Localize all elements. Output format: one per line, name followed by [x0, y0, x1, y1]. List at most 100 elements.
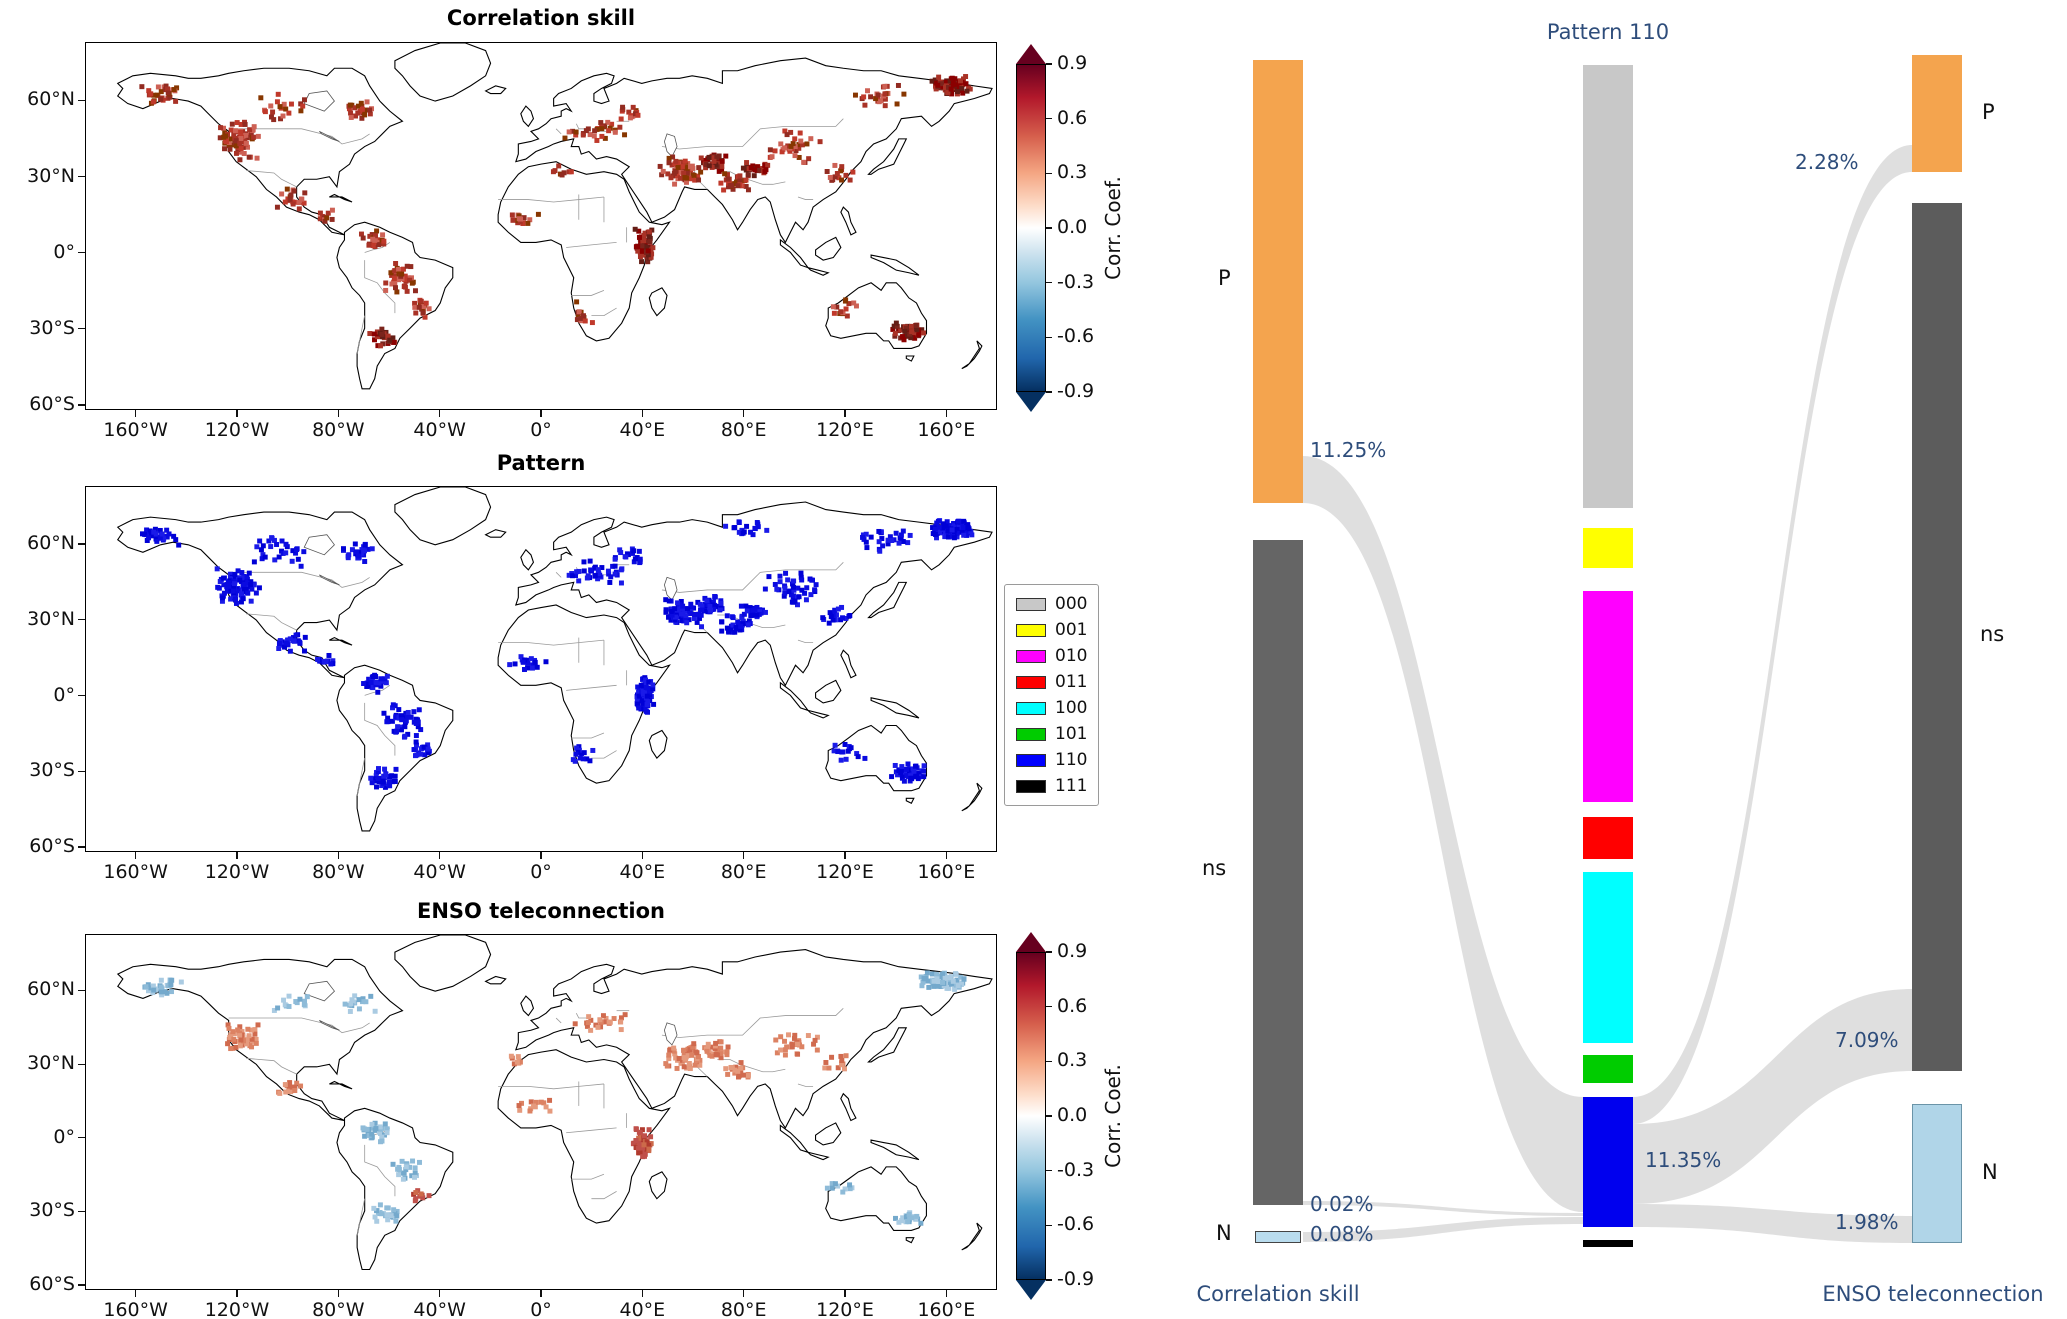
- colorbar-tick-label: 0.0: [1057, 216, 1088, 238]
- x-tick-label: 160°E: [917, 419, 976, 441]
- x-tick-mark: [844, 410, 846, 417]
- map-pattern: [85, 486, 997, 852]
- x-tick-mark: [236, 410, 238, 417]
- map-enso-teleconnection: [85, 934, 997, 1290]
- map2-title: Pattern: [496, 451, 586, 475]
- x-tick-label: 40°E: [619, 419, 666, 441]
- x-tick-label: 80°E: [720, 861, 767, 883]
- x-tick-mark: [135, 852, 137, 859]
- x-tick-mark: [743, 1290, 745, 1297]
- map1-title: Correlation skill: [446, 6, 636, 30]
- pct-ns-to-110: 0.02%: [1310, 1192, 1374, 1216]
- x-tick-mark: [236, 1290, 238, 1297]
- colorbar-tick-label: -0.3: [1057, 270, 1095, 293]
- y-tick-label: 60°S: [29, 834, 75, 857]
- y-tick-label: 60°N: [27, 978, 75, 1001]
- y-tick-label: 30°N: [27, 1052, 75, 1075]
- y-tick-label: 0°: [53, 683, 75, 706]
- y-tick-label: 60°N: [27, 88, 75, 111]
- x-tick-mark: [540, 852, 542, 859]
- x-tick-mark: [743, 852, 745, 859]
- y-tick-mark: [78, 404, 85, 406]
- x-tick-label: 160°W: [103, 861, 168, 883]
- legend-label: 111: [1055, 776, 1088, 796]
- pct-P-to-110: 11.25%: [1310, 438, 1387, 462]
- y-tick-label: 0°: [53, 1125, 75, 1148]
- legend-swatch-101: [1016, 727, 1046, 741]
- sankey-right-axis-label: ENSO teleconnection: [1822, 1282, 2044, 1306]
- legend-label: 000: [1055, 594, 1088, 614]
- colorbar-tick-mark: [1046, 1279, 1052, 1281]
- y-tick-mark: [78, 846, 85, 848]
- y-tick-mark: [78, 1063, 85, 1065]
- sankey-pattern-101: [1583, 1055, 1633, 1083]
- x-tick-label: 160°E: [917, 1299, 976, 1319]
- colorbar-axis-label: Corr. Coef.: [1101, 176, 1125, 280]
- x-tick-mark: [439, 410, 441, 417]
- colorbar-axis-label: Corr. Coef.: [1101, 1064, 1125, 1168]
- sankey-enso-node-ns: [1912, 203, 1962, 1071]
- legend-label: 101: [1055, 724, 1088, 744]
- x-tick-label: 160°W: [103, 1299, 168, 1319]
- colorbar-tick-label: 0.3: [1057, 1049, 1088, 1072]
- y-tick-mark: [78, 99, 85, 101]
- legend-label: 010: [1055, 646, 1088, 666]
- y-tick-mark: [78, 175, 85, 178]
- y-tick-label: 30°N: [27, 607, 75, 630]
- label-skill-ns: ns: [1202, 856, 1227, 880]
- map3-title: ENSO teleconnection: [416, 899, 665, 923]
- colorbar-gradient: [1016, 952, 1046, 1280]
- x-tick-mark: [540, 410, 542, 417]
- legend-swatch-100: [1016, 701, 1046, 715]
- colorbar-tick-label: -0.9: [1057, 1268, 1095, 1290]
- map-correlation-skill: [85, 42, 997, 410]
- pct-110-total: 11.35%: [1645, 1148, 1722, 1172]
- x-tick-mark: [439, 1290, 441, 1297]
- colorbar-tick-label: -0.6: [1057, 1213, 1095, 1236]
- sankey-pattern-001: [1583, 528, 1633, 568]
- x-tick-label: 40°W: [413, 861, 466, 883]
- x-tick-label: 80°W: [312, 1299, 365, 1319]
- y-tick-mark: [78, 1137, 85, 1139]
- colorbar-tick-mark: [1046, 282, 1052, 284]
- sankey-skill-node-P: [1253, 60, 1303, 503]
- pattern-legend: 000 001 010 011 100 101 110 111: [1004, 584, 1100, 806]
- x-tick-label: 120°W: [204, 1299, 270, 1319]
- sankey-pattern-111: [1583, 1240, 1633, 1247]
- y-tick-label: 30°S: [29, 316, 75, 339]
- x-tick-label: 0°: [530, 861, 552, 883]
- colorbar-tick-mark: [1046, 1170, 1052, 1172]
- x-tick-label: 80°W: [312, 419, 365, 441]
- x-tick-mark: [439, 852, 441, 859]
- colorbar-extend-bottom: [1016, 1280, 1046, 1300]
- x-tick-mark: [135, 410, 137, 417]
- pct-N-to-110: 0.08%: [1310, 1222, 1374, 1246]
- legend-row: 111: [1016, 776, 1087, 796]
- colorbar-tick-label: 0.6: [1057, 106, 1088, 129]
- x-tick-label: 120°E: [816, 419, 874, 441]
- y-tick-mark: [78, 694, 85, 697]
- sankey-middle-title: Pattern 110: [1546, 20, 1670, 44]
- x-tick-label: 0°: [530, 419, 552, 441]
- y-tick-mark: [78, 989, 85, 992]
- legend-row: 001: [1016, 620, 1087, 640]
- x-tick-label: 40°E: [619, 861, 666, 883]
- colorbar-tick-mark: [1046, 227, 1052, 229]
- sankey-pattern-100: [1583, 872, 1633, 1043]
- legend-row: 101: [1016, 724, 1087, 744]
- x-tick-mark: [337, 410, 339, 417]
- y-tick-mark: [78, 619, 85, 621]
- x-tick-label: 160°E: [917, 861, 976, 883]
- colorbar-tick-mark: [1046, 391, 1052, 393]
- colorbar-tick-mark: [1046, 1006, 1052, 1008]
- y-tick-mark: [78, 252, 85, 254]
- colorbar-extend-top: [1016, 44, 1046, 64]
- y-tick-label: 30°S: [29, 759, 75, 782]
- colorbar-tick-mark: [1046, 172, 1052, 174]
- y-tick-mark: [78, 543, 85, 545]
- x-tick-mark: [641, 852, 643, 859]
- legend-swatch-110: [1016, 753, 1046, 767]
- label-skill-N: N: [1216, 1221, 1232, 1245]
- flow-P-to-110: [1303, 456, 1583, 1212]
